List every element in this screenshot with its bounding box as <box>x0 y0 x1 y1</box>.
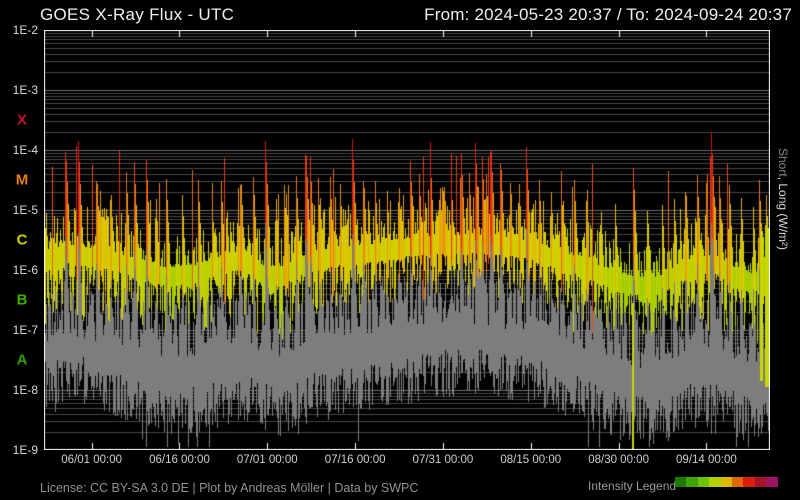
y-axis-tick-label: 1E-2 <box>12 23 38 37</box>
flare-class-label-b: B <box>16 291 28 309</box>
short-channel-label: Short <box>776 148 790 177</box>
y-axis-tick-label: 1E-3 <box>12 83 38 97</box>
x-axis-tick-label: 09/14 00:00 <box>676 454 737 466</box>
flare-class-label-x: X <box>16 111 27 129</box>
y-axis-tick-label: 1E-9 <box>12 443 38 457</box>
x-axis-tick-label: 06/01 00:00 <box>61 454 123 466</box>
legend-color-swatch <box>697 477 710 487</box>
legend-color-swatch <box>754 477 767 487</box>
x-axis-tick-label: 08/15 00:00 <box>500 454 562 466</box>
flux-plot-canvas <box>44 30 770 450</box>
intensity-legend-label: Intensity Legend <box>588 479 677 493</box>
legend-color-swatch <box>720 477 732 487</box>
legend-color-swatch <box>686 477 698 487</box>
flare-class-label-c: C <box>16 231 28 249</box>
x-axis-tick-label: 07/01 00:00 <box>236 454 298 466</box>
y-axis-tick-label: 1E-8 <box>12 383 38 397</box>
y-axis-tick-label: 1E-4 <box>12 143 38 157</box>
x-axis-tick-label: 06/16 00:00 <box>149 454 210 466</box>
legend-color-swatch <box>743 477 755 487</box>
legend-color-swatch <box>709 477 721 487</box>
y-axis-tick-label: 1E-5 <box>12 203 38 217</box>
page-title: GOES X-Ray Flux - UTC <box>40 5 235 24</box>
flare-class-label-m: M <box>15 171 29 189</box>
legend-color-swatch <box>675 477 687 487</box>
x-axis-tick-label: 07/31 00:00 <box>412 454 474 466</box>
y-axis-tick-label: 1E-7 <box>12 323 38 337</box>
long-channel-label: , Long (W/m²) <box>776 176 790 251</box>
footer-license: License: CC BY-SA 3.0 DE | Plot by Andre… <box>40 481 419 495</box>
legend-color-swatch <box>731 477 744 487</box>
legend-color-swatch <box>766 477 778 487</box>
date-range: From: 2024-05-23 20:37 / To: 2024-09-24 … <box>424 5 792 24</box>
flare-class-label-a: A <box>16 351 28 369</box>
intensity-legend-bar <box>675 477 778 487</box>
right-axis-label: Short, Long (W/m²) <box>776 148 790 408</box>
x-axis-tick-label: 08/30 00:00 <box>588 454 649 466</box>
x-axis-tick-label: 07/16 00:00 <box>324 454 386 466</box>
y-axis-tick-label: 1E-6 <box>12 263 38 277</box>
